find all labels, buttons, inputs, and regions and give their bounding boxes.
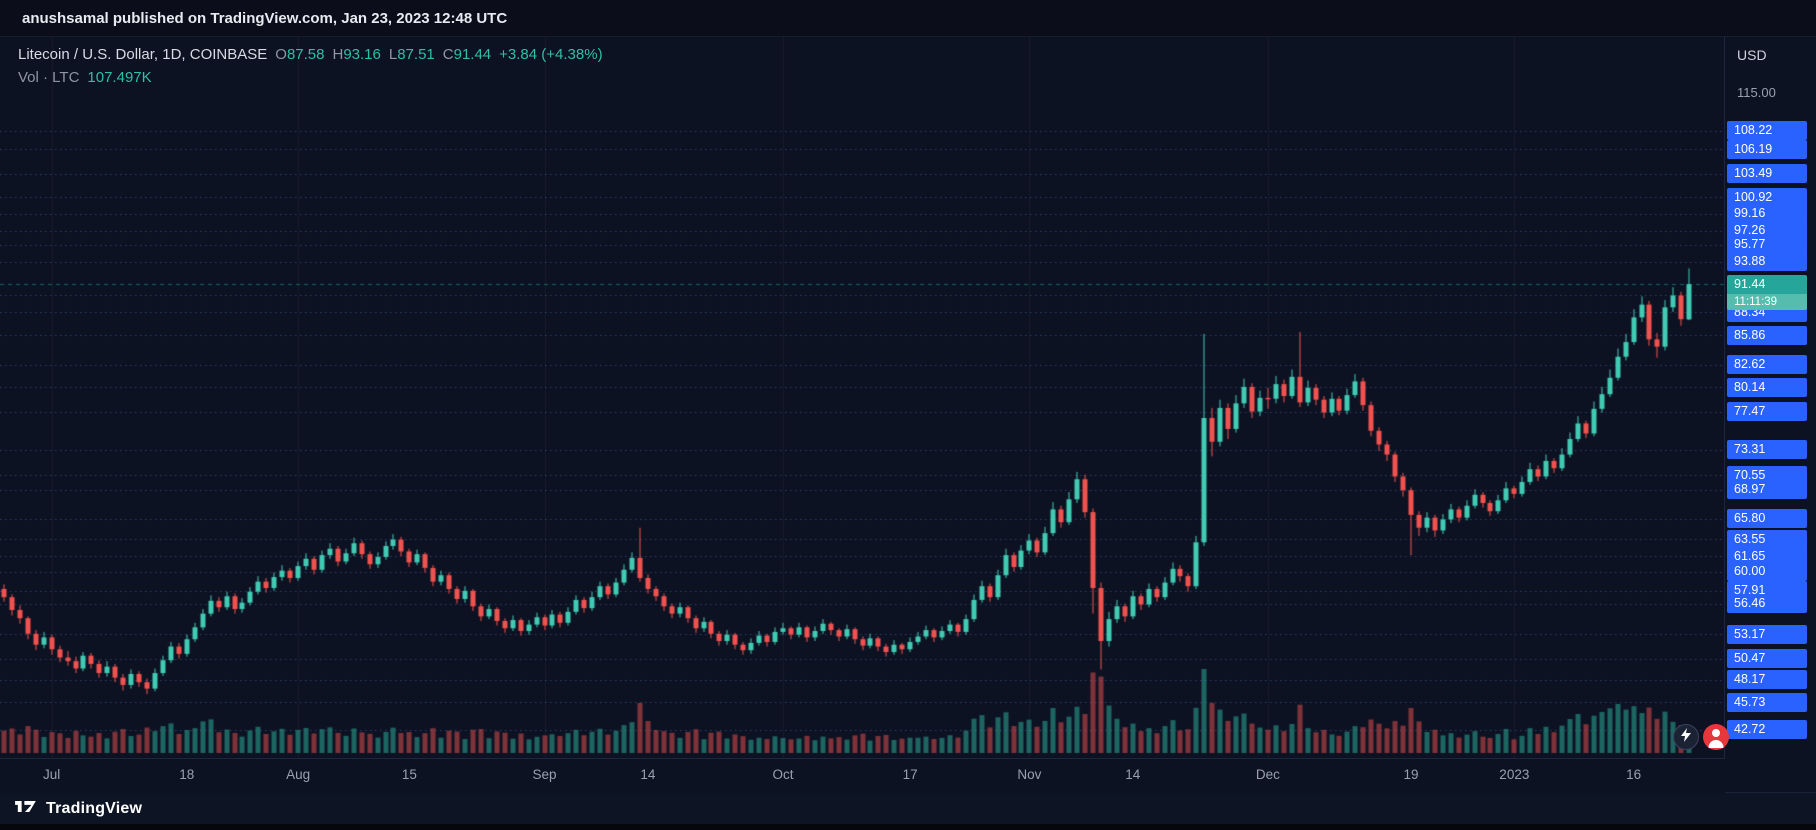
open-value: 87.58 <box>286 46 325 63</box>
currency-label: USD <box>1737 47 1767 63</box>
price-level-label: 95.77 <box>1727 235 1807 255</box>
time-axis-label: 2023 <box>1499 767 1530 782</box>
volume-label[interactable]: Vol · LTC <box>18 69 80 86</box>
tradingview-wordmark[interactable]: TradingView <box>46 799 143 817</box>
high-label: H <box>332 46 344 63</box>
time-axis-label: 18 <box>179 767 195 782</box>
boost-button[interactable] <box>1673 724 1699 750</box>
price-level-label: 70.55 <box>1727 465 1807 485</box>
price-level-label: 103.49 <box>1727 164 1807 184</box>
symbol-title[interactable]: Litecoin / U.S. Dollar, 1D, COINBASE <box>18 46 268 63</box>
price-level-label: 77.47 <box>1727 402 1807 422</box>
publish-text: anushsamal published on TradingView.com,… <box>22 9 508 27</box>
footer-bar: TradingView <box>0 792 1816 824</box>
chart-pane: Litecoin / U.S. Dollar, 1D, COINBASE O87.… <box>0 37 1725 758</box>
price-level-label: 100.92 <box>1727 187 1807 207</box>
time-axis-label: 14 <box>1125 767 1141 782</box>
change-value: +3.84 (+4.38%) <box>499 46 603 63</box>
price-level-label: 50.47 <box>1727 649 1807 669</box>
price-level-label: 53.17 <box>1727 624 1807 644</box>
low-label: L <box>388 46 398 63</box>
low-value: 87.51 <box>397 46 435 63</box>
price-axis[interactable]: USD 115.00 108.22 106.19 103.49 100.92 99.16… <box>1724 37 1816 792</box>
chart-legend: Litecoin / U.S. Dollar, 1D, COINBASE O87.… <box>18 45 603 88</box>
time-axis-label: Jul <box>43 767 61 782</box>
time-axis-label: Aug <box>286 767 311 782</box>
bottom-strip <box>0 824 1816 830</box>
time-axis-label: Oct <box>772 767 794 782</box>
avatar-body-shape <box>1708 740 1724 748</box>
publish-bar: anushsamal published on TradingView.com,… <box>0 0 1816 37</box>
open-label: O <box>275 46 287 63</box>
price-level-label: 65.80 <box>1727 509 1807 529</box>
price-level-label: 108.22 <box>1727 121 1807 141</box>
high-value: 93.16 <box>343 46 381 63</box>
time-axis-label: 16 <box>1626 767 1642 782</box>
symbol-row: Litecoin / U.S. Dollar, 1D, COINBASE O87.… <box>18 45 603 65</box>
bar-countdown: 11:11:39 <box>1727 293 1807 310</box>
axis-tick-115: 115.00 <box>1737 85 1776 100</box>
time-axis-label: Dec <box>1255 767 1280 782</box>
price-level-label: 85.86 <box>1727 325 1807 345</box>
price-level-label: 68.97 <box>1727 480 1807 500</box>
price-level-label: 106.19 <box>1727 139 1807 159</box>
close-value: 91.44 <box>453 46 492 63</box>
price-chart-canvas[interactable] <box>0 37 1725 758</box>
avatar-head-shape <box>1712 729 1720 737</box>
price-level-label: 63.55 <box>1727 529 1807 549</box>
price-level-label: 82.62 <box>1727 355 1807 375</box>
price-level-label: 99.16 <box>1727 204 1807 224</box>
last-price-label: 91.44 11:11:39 <box>1727 274 1807 310</box>
volume-value: 107.497K <box>87 69 152 86</box>
time-axis-label: 19 <box>1403 767 1419 782</box>
price-level-label: 42.72 <box>1727 720 1807 740</box>
tradingview-logo-icon[interactable] <box>14 798 38 820</box>
close-label: C <box>442 46 454 63</box>
time-axis-label: Nov <box>1017 767 1042 782</box>
author-avatar[interactable] <box>1703 724 1729 750</box>
price-level-label: 56.46 <box>1727 594 1807 614</box>
price-level-label: 60.00 <box>1727 562 1807 582</box>
lightning-icon <box>1680 727 1692 747</box>
price-level-label: 73.31 <box>1727 440 1807 460</box>
price-level-label: 48.17 <box>1727 670 1807 690</box>
time-axis-label: Sep <box>532 767 557 782</box>
volume-row: Vol · LTC 107.497K <box>18 68 603 88</box>
price-level-label: 93.88 <box>1727 252 1807 272</box>
time-axis-label: 17 <box>902 767 918 782</box>
price-level-label: 61.65 <box>1727 546 1807 566</box>
last-price-value: 91.44 <box>1727 274 1807 294</box>
price-level-label: 80.14 <box>1727 377 1807 397</box>
time-axis[interactable]: Jul 18 Aug 15 Sep 14 Oct 17 Nov 14 Dec 19 2023 16 <box>0 758 1725 793</box>
time-axis-label: 15 <box>401 767 417 782</box>
time-axis-label: 14 <box>640 767 656 782</box>
price-level-label: 45.73 <box>1727 692 1807 712</box>
